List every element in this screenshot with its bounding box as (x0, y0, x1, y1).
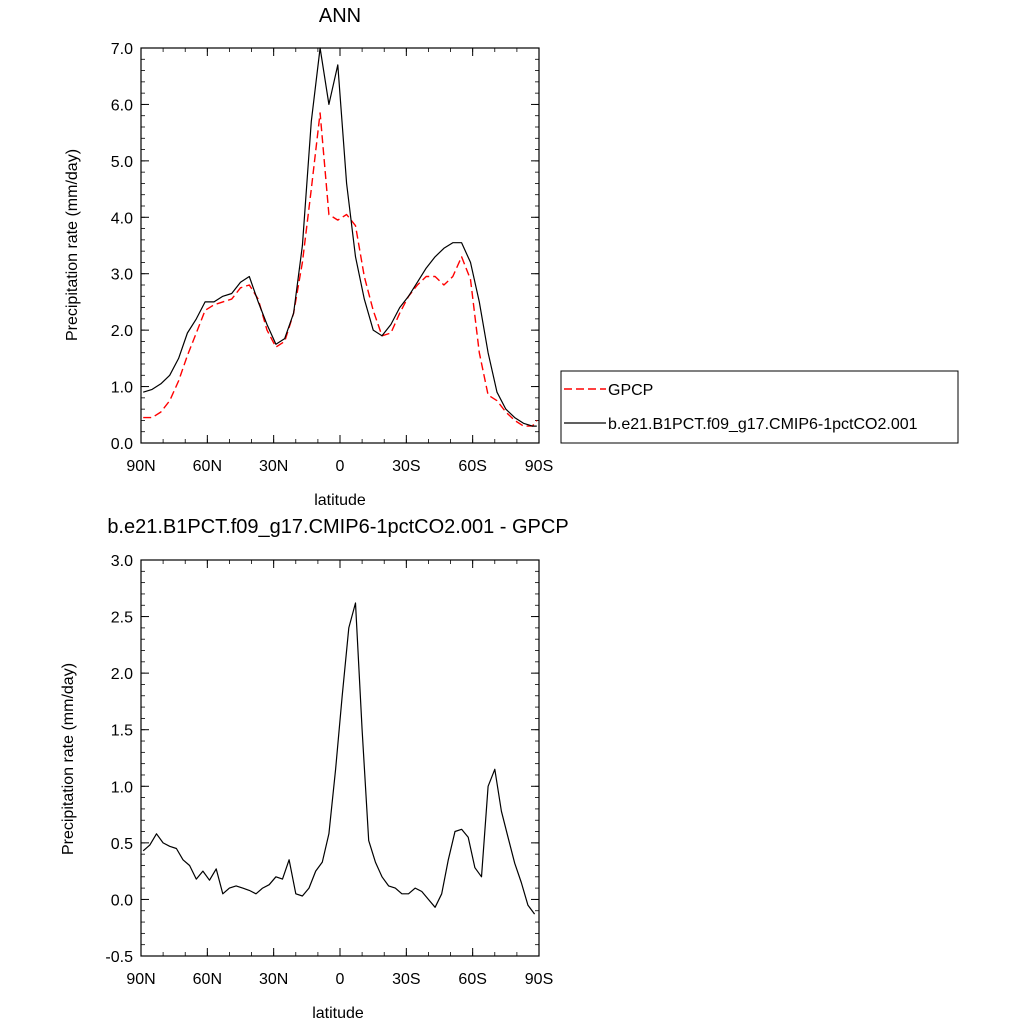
y-tick-label: 2.5 (111, 610, 133, 627)
y-tick-label: 7.0 (111, 41, 133, 58)
legend-label-gpcp: GPCP (608, 382, 653, 399)
tick-marks (140, 47, 540, 444)
y-tick-labels: -0.5 0.0 0.5 1.0 1.5 2.0 2.5 3.0 (105, 553, 133, 966)
plot-frame (140, 559, 540, 957)
plot-frame (140, 47, 540, 444)
x-tick-label: 30N (259, 971, 288, 988)
x-axis-label: latitude (312, 1005, 364, 1022)
y-tick-label: 1.0 (111, 779, 133, 796)
y-tick-labels: 0.0 1.0 2.0 3.0 4.0 5.0 6.0 7.0 (111, 41, 133, 453)
panel-title: b.e21.B1PCT.f09_g17.CMIP6-1pctCO2.001 - … (107, 516, 568, 538)
legend-label-model: b.e21.B1PCT.f09_g17.CMIP6-1pctCO2.001 (608, 416, 918, 433)
y-tick-label: 1.5 (111, 723, 133, 740)
x-tick-label: 30S (392, 971, 420, 988)
x-tick-label: 60S (458, 971, 486, 988)
x-tick-label: 60N (193, 458, 222, 475)
y-axis-label: Precipitation rate (mm/day) (60, 663, 77, 855)
y-tick-label: 0.5 (111, 836, 133, 853)
series-layer (143, 47, 538, 427)
panel-title: ANN (319, 5, 361, 27)
y-tick-label: 5.0 (111, 154, 133, 171)
x-tick-labels: 90N 60N 30N 0 30S 60S 90S (126, 971, 553, 988)
x-tick-label: 60S (458, 458, 486, 475)
y-tick-label: 3.0 (111, 267, 133, 284)
x-tick-label: 90N (126, 458, 155, 475)
x-tick-labels: 90N 60N 30N 0 30S 60S 90S (126, 458, 553, 475)
series-line-difference (142, 602, 536, 915)
y-tick-label: -0.5 (105, 949, 133, 966)
x-tick-label: 0 (336, 971, 345, 988)
y-tick-label: 1.0 (111, 380, 133, 397)
x-tick-label: 0 (336, 458, 345, 475)
legend-box (560, 370, 959, 444)
difference-panel: b.e21.B1PCT.f09_g17.CMIP6-1pctCO2.001 - … (60, 516, 569, 1022)
y-tick-label: 0.0 (111, 436, 133, 453)
y-tick-label: 2.0 (111, 666, 133, 683)
x-tick-label: 90N (126, 971, 155, 988)
x-tick-label: 90S (525, 971, 553, 988)
series-line-model (143, 47, 537, 427)
y-tick-label: 4.0 (111, 210, 133, 227)
y-tick-label: 6.0 (111, 97, 133, 114)
series-line-gpcp (143, 112, 538, 427)
tick-marks (140, 559, 540, 957)
x-tick-label: 60N (193, 971, 222, 988)
x-tick-label: 30N (259, 458, 288, 475)
y-tick-label: 0.0 (111, 892, 133, 909)
climatology-panel: ANN 0.0 1.0 2.0 3.0 4.0 5.0 6.0 7.0 90N 60N 30N 0 3… (64, 5, 553, 509)
y-tick-label: 2.0 (111, 323, 133, 340)
y-axis-label: Precipitation rate (mm/day) (64, 149, 81, 341)
y-tick-label: 3.0 (111, 553, 133, 570)
x-axis-label: latitude (314, 492, 366, 509)
series-layer (142, 602, 536, 915)
legend: GPCP b.e21.B1PCT.f09_g17.CMIP6-1pctCO2.0… (560, 370, 959, 444)
x-tick-label: 30S (392, 458, 420, 475)
x-tick-label: 90S (525, 458, 553, 475)
